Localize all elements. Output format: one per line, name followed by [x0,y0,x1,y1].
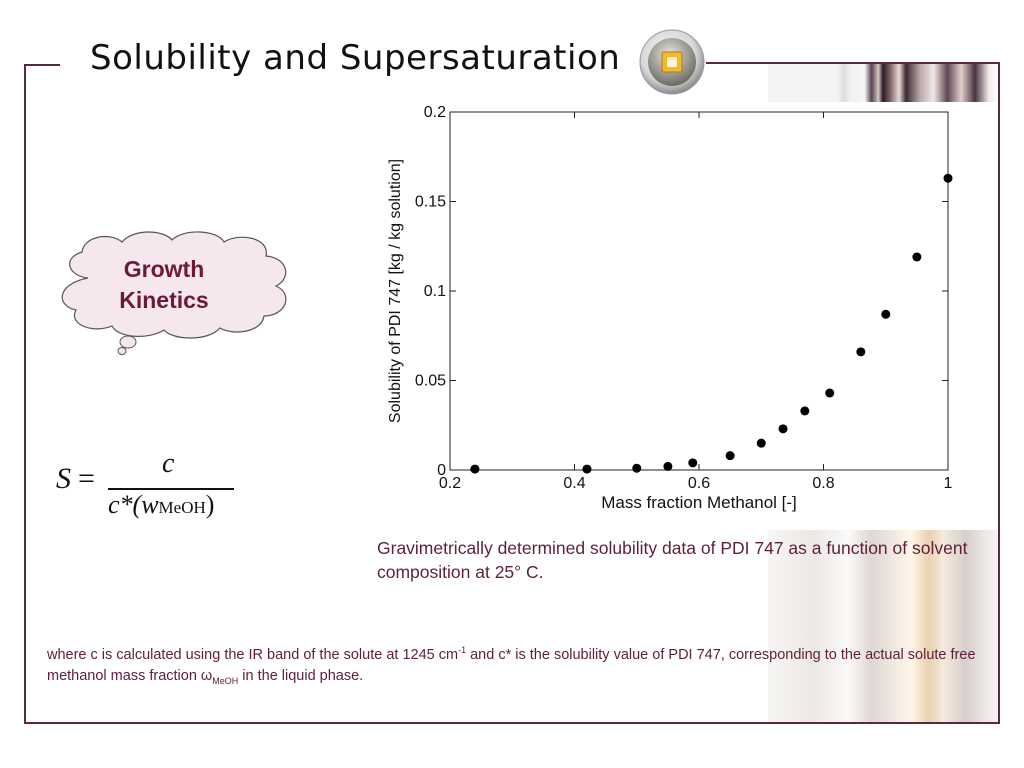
x-tick-label: 0.4 [563,475,585,492]
plot-area-frame [449,111,949,471]
formula-numerator: c [162,448,175,479]
data-point [825,388,835,398]
x-tick-label: 0.8 [812,475,834,492]
footnote-part3: in the liquid phase. [238,667,364,684]
y-tick-label: 0.1 [424,283,446,300]
thought-cloud-label: Growth Kinetics [64,254,264,316]
frame-right-line [998,62,1000,724]
decorative-photo-strip-top [768,64,998,102]
footnote-text: where c is calculated using the IR band … [47,640,987,692]
data-point [582,464,592,474]
data-point [470,464,480,474]
formula-den-sub: MeOH [158,498,206,517]
x-tick-label: 0.6 [688,475,710,492]
data-point [725,451,735,461]
data-point [943,173,953,183]
frame-left-line [24,64,26,724]
slide-title: Solubility and Supersaturation [90,38,621,78]
y-axis-label: Solubility of PDI 747 [kg / kg solution] [387,159,404,423]
data-point [778,424,788,434]
formula-den-main: c*(w [108,490,159,519]
cloud-line-1: Growth [123,256,205,282]
y-tick-label: 0.05 [415,373,446,390]
footnote-sup: -1 [458,645,467,655]
y-tick-label: 0.15 [415,194,446,211]
data-point [688,458,698,468]
decorative-photo-strip-bottom [768,530,998,722]
square-badge-icon [639,29,705,95]
chart-caption: Gravimetrically determined solubility da… [377,538,968,582]
formula-fraction-bar [108,488,234,490]
frame-top-right-line [706,62,1000,64]
supersaturation-formula: S = c c*(wMeOH) [56,448,246,526]
formula-equals: = [78,462,95,495]
solubility-scatter-chart: 0.2 0.4 0.6 0.8 1 0 0.05 0.1 0.15 0.2 Mass fractio… [387,104,953,512]
footnote-part1: where c is calculated using the IR band … [47,646,459,663]
data-point [912,252,922,262]
data-point [881,309,891,319]
frame-top-left-line [24,64,60,66]
footnote-sub: MeOH [212,675,239,686]
cloud-line-2: Kinetics [119,287,209,313]
x-axis-label: Mass fraction Methanol [-] [601,493,797,512]
thought-cloud-shape [61,231,287,355]
formula-denominator: c*(wMeOH) [108,490,214,520]
data-point [663,461,673,471]
x-tick-label: 1 [944,475,953,492]
x-tick-label: 0.2 [439,475,461,492]
y-tick-label: 0.2 [424,104,446,121]
data-point [756,438,766,448]
frame-bottom-line [24,722,1000,724]
data-point [632,463,642,473]
footnote-part2: and c* is the solubility value of PDI 74… [47,646,976,684]
formula-den-close: ) [205,490,215,519]
y-tick-label: 0 [437,462,446,479]
data-point [800,406,810,416]
data-point [856,347,866,357]
formula-lhs: S [56,462,71,495]
